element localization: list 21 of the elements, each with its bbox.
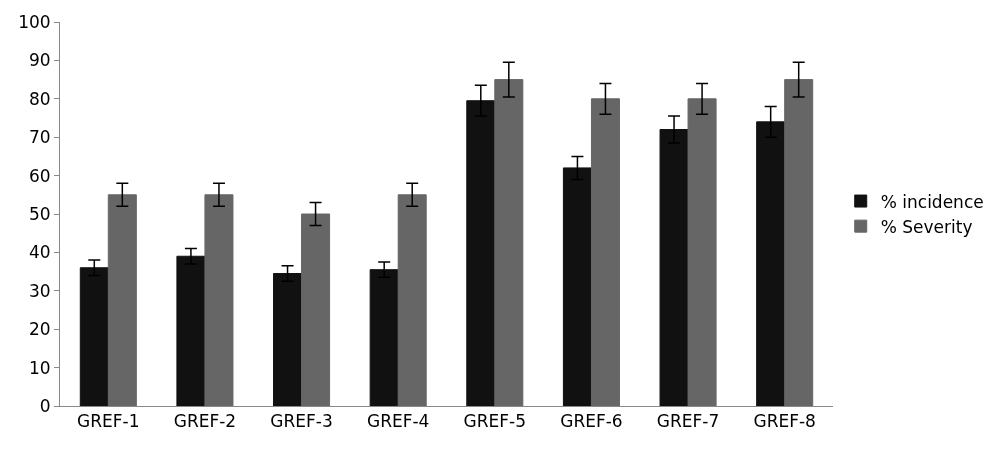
x-tick-label: GREF-7	[656, 411, 720, 432]
y-tick-label: 30	[28, 280, 51, 301]
x-tick-label: GREF-1	[77, 411, 140, 432]
legend-label: % Severity	[880, 216, 973, 237]
y-tick-label: 10	[28, 357, 51, 378]
x-tick-label: GREF-6	[560, 411, 623, 432]
y-tick-label: 20	[28, 319, 51, 340]
y-tick-label: 0	[39, 395, 51, 416]
x-tick-label: GREF-2	[173, 411, 237, 432]
x-tick-label: GREF-3	[270, 411, 333, 432]
y-tick-label: 60	[28, 165, 51, 186]
y-tick-label: 70	[28, 127, 51, 148]
y-tick-label: 80	[28, 88, 51, 109]
x-tick-label: GREF-8	[753, 411, 816, 432]
y-tick-label: 90	[28, 50, 51, 71]
y-tick-label: 40	[28, 242, 51, 263]
y-tick-label: 50	[28, 203, 51, 224]
x-tick-label: GREF-5	[463, 411, 527, 432]
legend-label: % incidence	[880, 191, 984, 212]
x-tick-label: GREF-4	[366, 411, 430, 432]
y-tick-label: 100	[18, 11, 51, 32]
